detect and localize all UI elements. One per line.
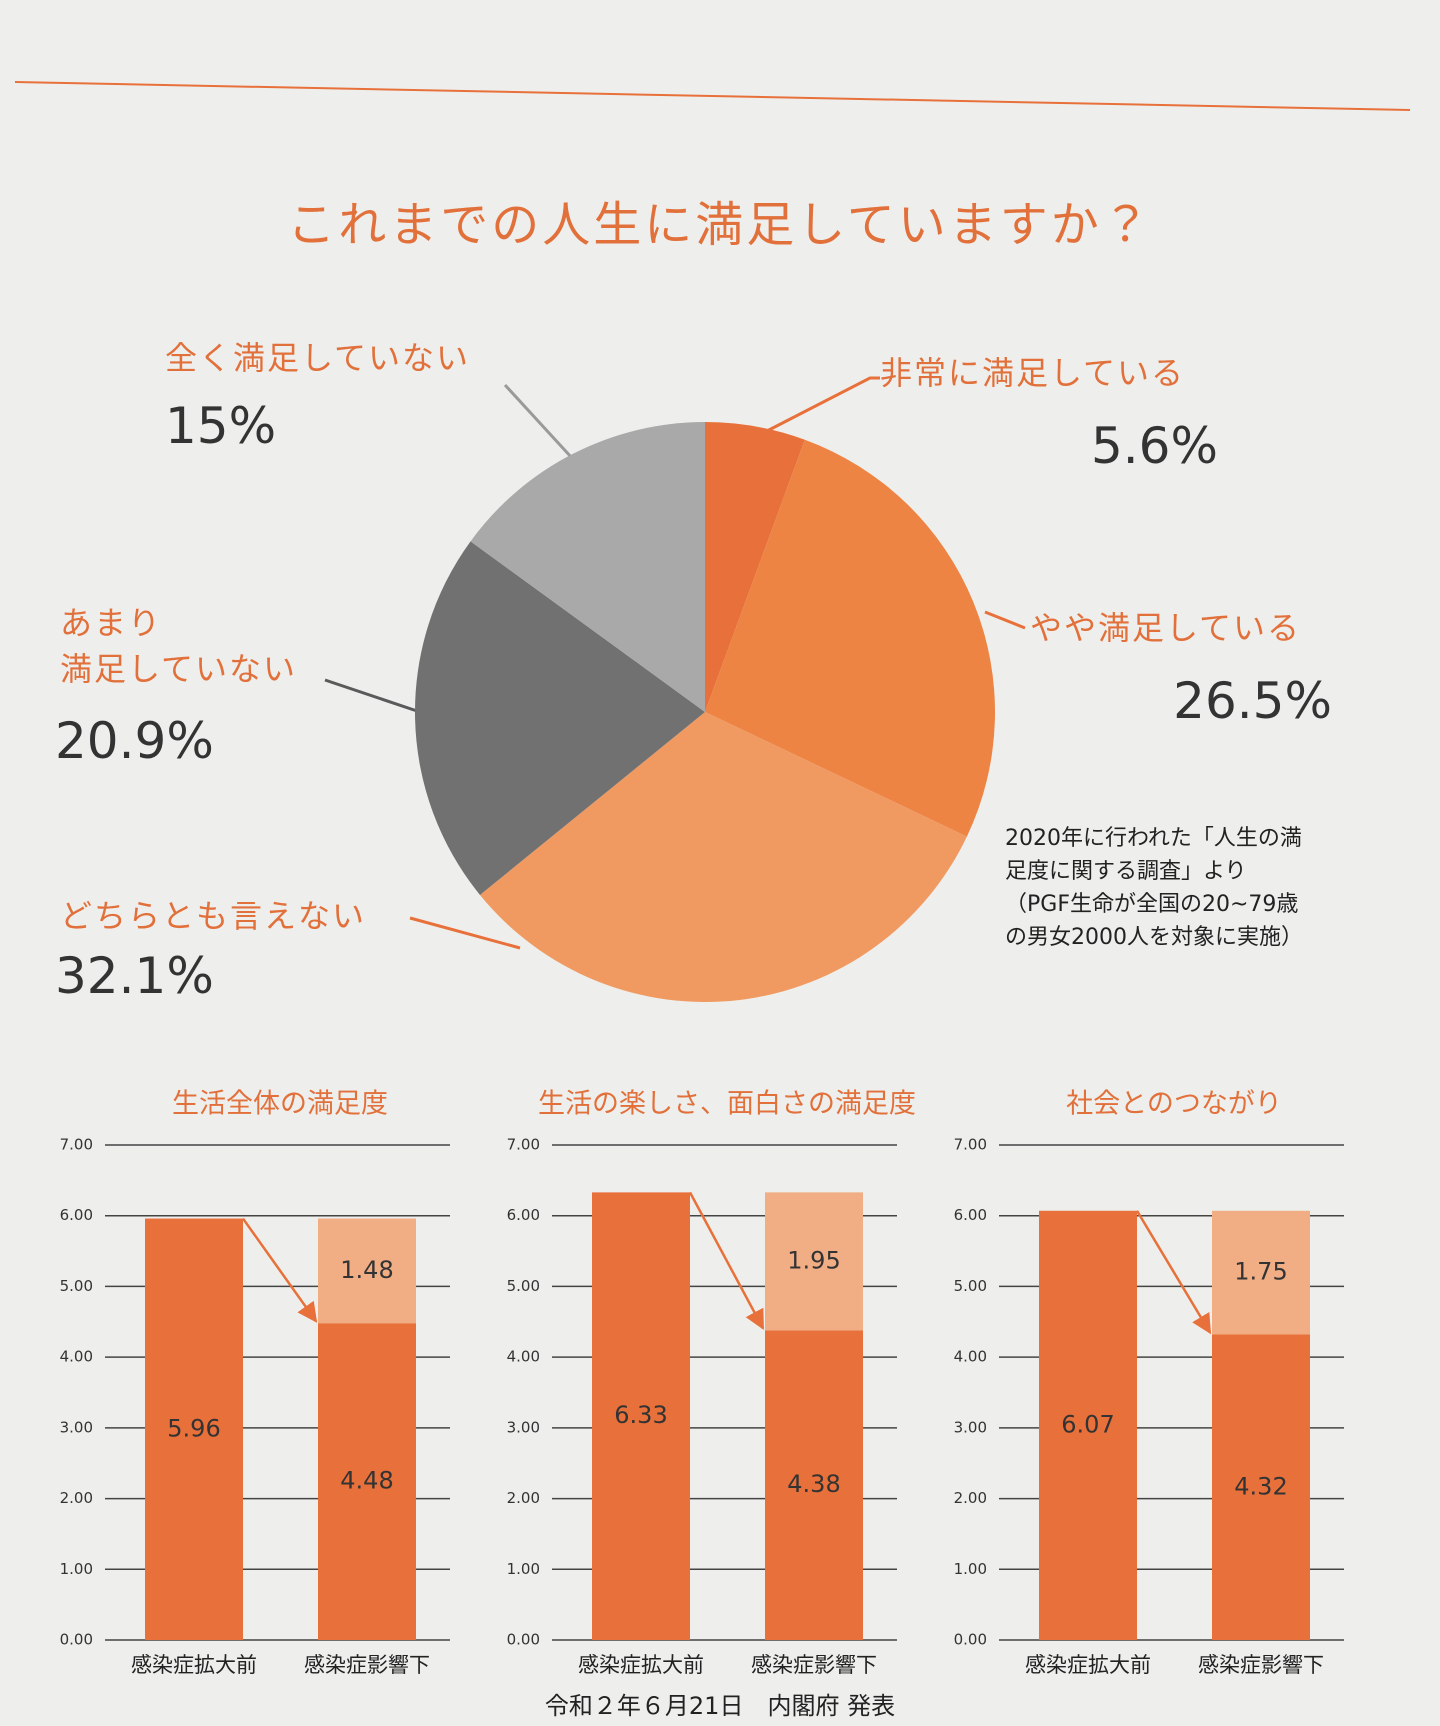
change-arrow — [241, 1217, 318, 1323]
source-note: 令和２年６月21日 内閣府 発表 — [544, 1692, 896, 1720]
bar-value-label: 4.38 — [787, 1470, 840, 1498]
x-tick-label: 感染症影響下 — [304, 1653, 430, 1677]
bar-segment — [765, 1330, 863, 1640]
pie-value-label: 26.5% — [1173, 672, 1332, 730]
bar-segment — [1039, 1210, 1137, 1640]
pie-slice — [705, 439, 995, 837]
change-arrow — [1135, 1210, 1212, 1335]
y-tick-label: 5.00 — [954, 1277, 987, 1295]
y-tick-label: 3.00 — [60, 1418, 93, 1436]
leader-lines — [324, 376, 1026, 950]
y-tick-label: 3.00 — [507, 1418, 540, 1436]
y-tick-label: 5.00 — [507, 1277, 540, 1295]
leader-line — [984, 610, 1026, 630]
leader-line — [409, 916, 521, 950]
top-rule — [14, 81, 1411, 111]
pie-value-label: 15% — [165, 397, 277, 455]
bar-value-label: 5.96 — [167, 1414, 220, 1442]
y-tick-label: 4.00 — [60, 1348, 93, 1366]
bar-segment — [592, 1192, 690, 1640]
pie-label: やや満足している — [1030, 609, 1302, 647]
y-tick-label: 2.00 — [60, 1489, 93, 1507]
chart-title: これまでの人生に満足していますか？ — [287, 197, 1153, 253]
pie-slice — [705, 422, 805, 712]
y-tick-label: 0.00 — [954, 1631, 987, 1649]
bar-segment — [1212, 1334, 1310, 1640]
x-tick-label: 感染症影響下 — [1198, 1653, 1324, 1677]
pie-slice — [479, 712, 967, 1002]
pie-slice — [415, 541, 705, 895]
bar-value-label: 6.07 — [1061, 1410, 1114, 1438]
y-tick-label: 7.00 — [507, 1136, 540, 1154]
x-tick-label: 感染症拡大前 — [578, 1653, 704, 1677]
x-tick-label: 感染症影響下 — [751, 1653, 877, 1677]
bar-segment — [145, 1218, 243, 1640]
pie-note: 2020年に行われた「人生の満足度に関する調査」より（PGF生命が全国の20~7… — [1005, 826, 1303, 950]
leader-line — [503, 383, 574, 460]
y-tick-label: 4.00 — [954, 1348, 987, 1366]
x-tick-label: 感染症拡大前 — [131, 1653, 257, 1677]
pie-value-label: 5.6% — [1090, 417, 1218, 475]
x-tick-label: 感染症拡大前 — [1025, 1653, 1151, 1677]
pie-label: 非常に満足している — [880, 354, 1186, 392]
pie-label: どちらとも言えない — [60, 897, 367, 935]
bar-segment — [318, 1323, 416, 1640]
y-tick-label: 6.00 — [954, 1206, 987, 1224]
bar-chart-title: 生活全体の満足度 — [172, 1089, 388, 1120]
bar-value-label: 1.48 — [340, 1256, 393, 1284]
y-tick-label: 0.00 — [60, 1631, 93, 1649]
y-tick-label: 7.00 — [60, 1136, 93, 1154]
bar-value-label: 1.95 — [787, 1246, 840, 1274]
bar-segment — [1212, 1210, 1310, 1335]
y-tick-label: 2.00 — [507, 1489, 540, 1507]
leader-line — [324, 678, 421, 714]
bar-value-label: 4.32 — [1234, 1472, 1287, 1500]
y-tick-label: 6.00 — [507, 1206, 540, 1224]
change-arrow — [688, 1191, 765, 1331]
pie-value-label: 20.9% — [55, 712, 214, 770]
bar-segment — [765, 1192, 863, 1331]
pie-label: あまり 満足していない — [60, 604, 298, 689]
bar-value-label: 1.75 — [1234, 1258, 1287, 1286]
bar-segment — [318, 1218, 416, 1324]
y-tick-label: 2.00 — [954, 1489, 987, 1507]
y-tick-label: 0.00 — [507, 1631, 540, 1649]
y-tick-label: 3.00 — [954, 1418, 987, 1436]
leader-line — [764, 376, 880, 434]
bar-chart-title: 社会とのつながり — [1066, 1089, 1282, 1120]
bar-value-label: 4.48 — [340, 1467, 393, 1495]
y-tick-label: 1.00 — [60, 1560, 93, 1578]
bar-value-label: 6.33 — [614, 1401, 667, 1429]
y-tick-label: 1.00 — [954, 1560, 987, 1578]
pie-label: 全く満足していない — [165, 339, 471, 377]
bar-chart-title: 生活の楽しさ、面白さの満足度 — [538, 1089, 916, 1120]
y-tick-label: 6.00 — [60, 1206, 93, 1224]
y-tick-label: 4.00 — [507, 1348, 540, 1366]
y-tick-label: 1.00 — [507, 1560, 540, 1578]
y-tick-label: 5.00 — [60, 1277, 93, 1295]
y-tick-label: 7.00 — [954, 1136, 987, 1154]
pie-value-label: 32.1% — [55, 947, 214, 1005]
pie-slice — [470, 422, 705, 712]
